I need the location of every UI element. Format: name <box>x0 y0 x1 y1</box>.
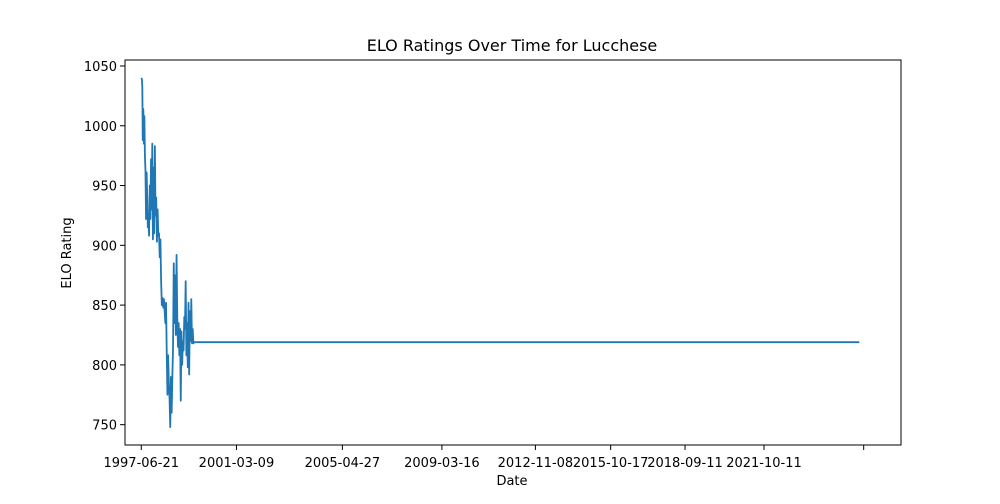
series-line <box>140 77 860 428</box>
x-axis-title: Date <box>496 474 527 489</box>
x-tick-label: 1997-06-21 <box>103 456 179 471</box>
y-tick-label: 900 <box>92 239 117 254</box>
y-tick-label: 1000 <box>84 120 117 135</box>
x-tick-label: 2005-04-27 <box>305 456 381 471</box>
y-tick-label: 850 <box>92 299 117 314</box>
x-tick-label: 2021-10-11 <box>726 456 802 471</box>
y-tick-label: 1050 <box>84 60 117 75</box>
x-tick-label: 2001-03-09 <box>199 456 275 471</box>
y-tick-label: 800 <box>92 359 117 374</box>
plot-frame <box>124 59 902 446</box>
x-tick-label: 2012-11-08 <box>498 456 574 471</box>
y-tick-label: 950 <box>92 180 117 195</box>
x-tick-label: 2009-03-16 <box>404 456 480 471</box>
chart-title: ELO Ratings Over Time for Lucchese <box>367 36 658 55</box>
y-axis: 750 800 850 900 950 1000 1050 <box>84 60 125 434</box>
y-axis-title: ELO Rating <box>60 217 75 288</box>
x-tick-label: 2018-09-11 <box>647 456 723 471</box>
x-tick-label: 2015-10-17 <box>573 456 649 471</box>
plot-area <box>140 77 860 428</box>
y-tick-label: 750 <box>92 419 117 434</box>
x-axis: 1997-06-21 2001-03-09 2005-04-27 2009-03-16… <box>103 445 865 471</box>
